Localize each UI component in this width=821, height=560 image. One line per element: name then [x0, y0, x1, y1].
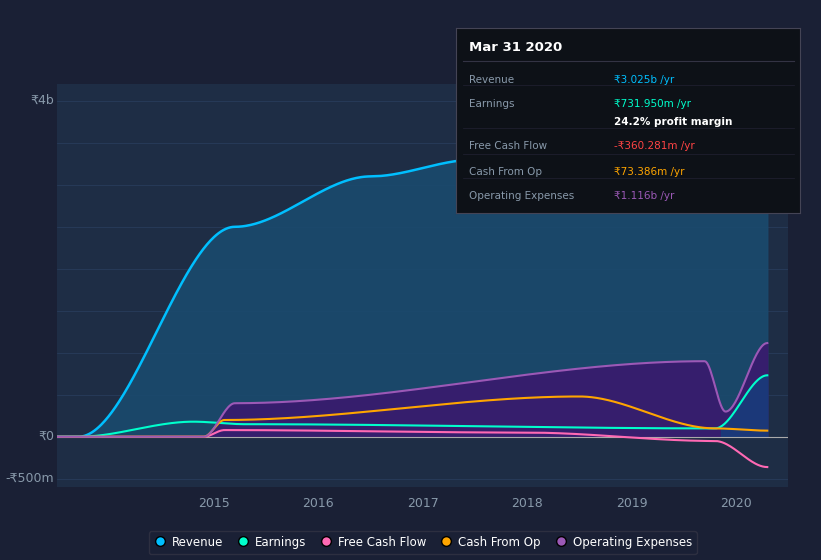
- Text: Free Cash Flow: Free Cash Flow: [470, 141, 548, 151]
- Legend: Revenue, Earnings, Free Cash Flow, Cash From Op, Operating Expenses: Revenue, Earnings, Free Cash Flow, Cash …: [149, 531, 696, 554]
- Text: Earnings: Earnings: [470, 99, 515, 109]
- Text: ₹0: ₹0: [38, 430, 54, 444]
- Text: ₹1.116b /yr: ₹1.116b /yr: [614, 191, 675, 201]
- Text: ₹731.950m /yr: ₹731.950m /yr: [614, 99, 691, 109]
- Text: ₹3.025b /yr: ₹3.025b /yr: [614, 74, 675, 85]
- Text: ₹73.386m /yr: ₹73.386m /yr: [614, 167, 685, 177]
- Text: -₹500m: -₹500m: [5, 472, 54, 486]
- Text: Cash From Op: Cash From Op: [470, 167, 543, 177]
- Text: Mar 31 2020: Mar 31 2020: [470, 41, 562, 54]
- Text: Revenue: Revenue: [470, 74, 515, 85]
- Text: -₹360.281m /yr: -₹360.281m /yr: [614, 141, 695, 151]
- Text: Operating Expenses: Operating Expenses: [470, 191, 575, 201]
- Text: ₹4b: ₹4b: [30, 94, 54, 108]
- Text: 24.2% profit margin: 24.2% profit margin: [614, 117, 732, 127]
